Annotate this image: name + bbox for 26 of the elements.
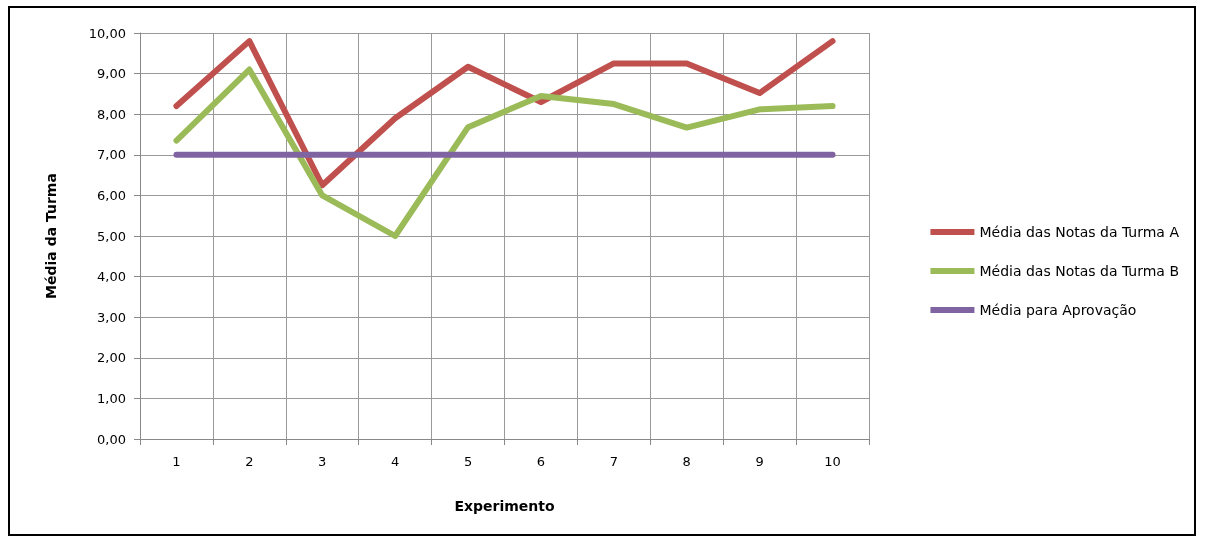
x-tick-label: 7 bbox=[609, 454, 618, 469]
x-tick-label: 8 bbox=[682, 454, 691, 469]
x-tick-label: 1 bbox=[172, 454, 181, 469]
y-tick-label: 4,00 bbox=[97, 269, 126, 285]
y-tick-label: 3,00 bbox=[97, 309, 126, 325]
x-axis-title: Experimento bbox=[454, 498, 555, 514]
legend-label: Média das Notas da Turma B bbox=[979, 263, 1180, 279]
x-tick-label: 6 bbox=[536, 454, 546, 469]
y-tick-label: 8,00 bbox=[97, 106, 126, 122]
y-tick-label: 2,00 bbox=[97, 350, 126, 366]
y-tick-label: 1,00 bbox=[97, 390, 126, 406]
y-tick-label: 5,00 bbox=[97, 228, 126, 244]
x-tick-label: 10 bbox=[824, 454, 841, 469]
y-tick-label: 6,00 bbox=[97, 187, 126, 203]
y-tick-label: 0,00 bbox=[97, 431, 126, 447]
x-tick-label: 3 bbox=[318, 454, 327, 469]
x-tick-label: 4 bbox=[391, 454, 400, 469]
x-tick-label: 2 bbox=[245, 454, 254, 469]
legend-label: Média das Notas da Turma A bbox=[979, 224, 1180, 240]
y-tick-label: 10,00 bbox=[88, 25, 126, 41]
y-tick-label: 7,00 bbox=[97, 147, 126, 163]
y-axis-title: Média da Turma bbox=[43, 173, 59, 299]
x-tick-label: 9 bbox=[755, 454, 764, 469]
x-tick-label: 5 bbox=[463, 454, 473, 469]
y-tick-label: 9,00 bbox=[97, 66, 126, 82]
legend-label: Média para Aprovação bbox=[979, 302, 1137, 318]
